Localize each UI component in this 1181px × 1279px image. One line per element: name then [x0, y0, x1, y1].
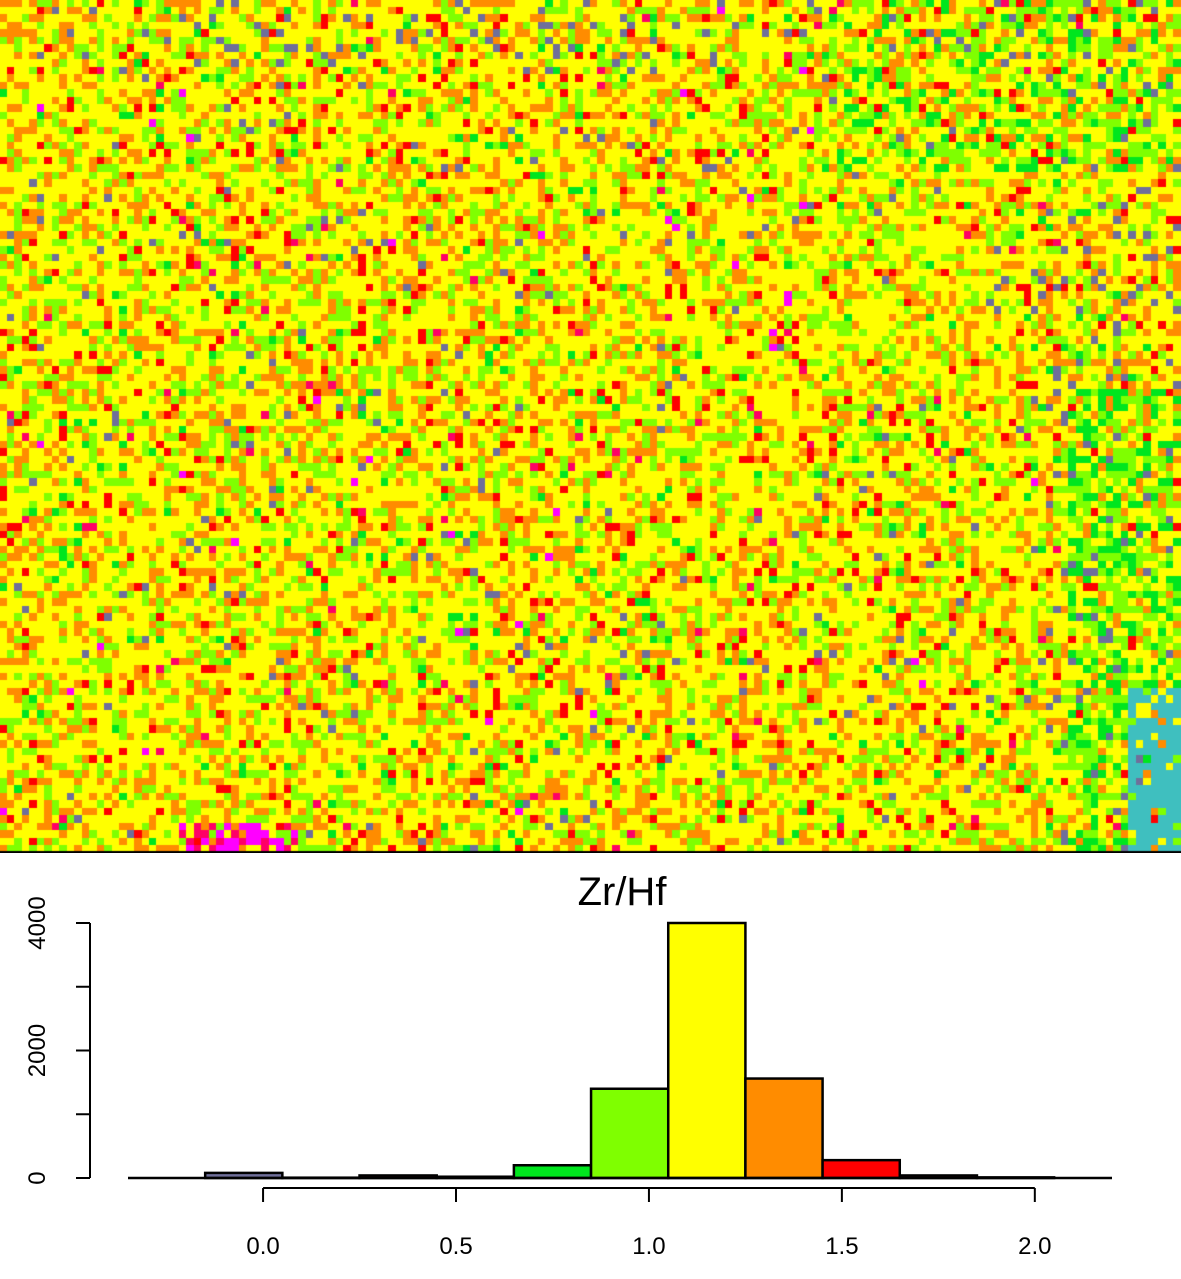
- y-tick-label-0: 0: [24, 1171, 51, 1184]
- x-tick-label-1: 0.5: [439, 1233, 472, 1260]
- histogram-bar-6: [666, 921, 747, 1180]
- x-tick-label-2: 1.0: [632, 1233, 665, 1260]
- y-axis: 0 2000 4000: [24, 896, 91, 1185]
- zr-hf-color-map: [0, 0, 1181, 853]
- x-tick-label-3: 1.5: [825, 1233, 858, 1260]
- x-tick-label-0: 0.0: [246, 1233, 279, 1260]
- chart-title: Zr/Hf: [578, 870, 668, 914]
- histogram-bar-4: [512, 1164, 593, 1180]
- y-tick-label-2: 4000: [24, 896, 51, 949]
- x-tick-label-4: 2.0: [1018, 1233, 1051, 1260]
- histogram-bars: [203, 921, 1056, 1180]
- y-tick-label-1: 2000: [24, 1024, 51, 1077]
- histogram-bar-8: [821, 1158, 902, 1180]
- histogram-bar-5: [589, 1087, 670, 1180]
- histogram-bar-7: [744, 1077, 824, 1180]
- zr-hf-histogram: Zr/Hf 0.0 0.5 1.0 1.5 2.0 0 2000 4000: [24, 870, 1112, 1260]
- x-axis: 0.0 0.5 1.0 1.5 2.0: [128, 1176, 1112, 1260]
